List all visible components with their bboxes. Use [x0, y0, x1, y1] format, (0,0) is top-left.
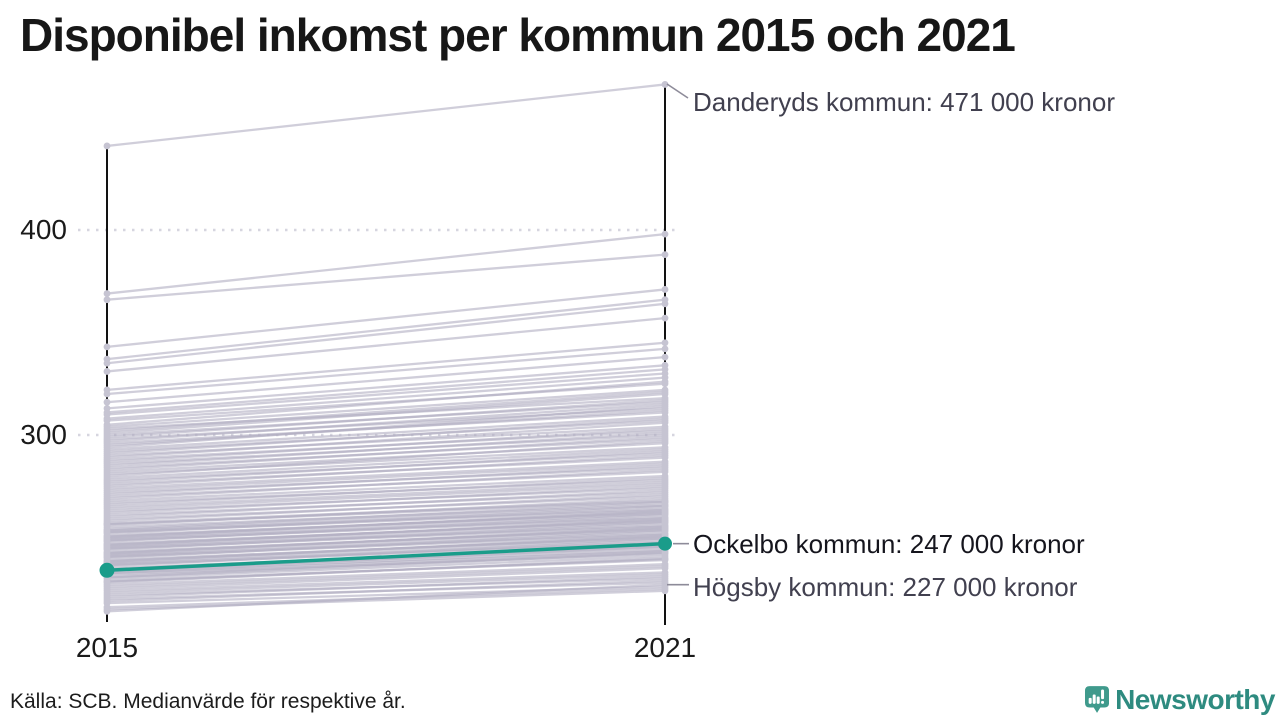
y-axis-tick-label: 400: [20, 214, 67, 245]
page-title: Disponibel inkomst per kommun 2015 och 2…: [20, 9, 1016, 61]
x-axis-label-2021: 2021: [633, 632, 697, 663]
source-note: Källa: SCB. Medianvärde för respektive å…: [10, 690, 406, 713]
chart-speech-bubble-icon: [1085, 686, 1110, 713]
newsworthy-logo-text: Newsworthy: [1115, 683, 1275, 715]
annotation-ockelbo-highlight: Ockelbo kommun: 247 000 kronor: [693, 529, 1085, 559]
annotation-hogsby: Högsby kommun: 227 000 kronor: [693, 572, 1078, 602]
y-axis-tick-label: 300: [20, 419, 67, 450]
newsworthy-logo: Newsworthy: [1085, 679, 1275, 720]
annotation-danderyd: Danderyds kommun: 471 000 kronor: [693, 87, 1116, 117]
x-axis-label-2015: 2015: [75, 632, 139, 663]
